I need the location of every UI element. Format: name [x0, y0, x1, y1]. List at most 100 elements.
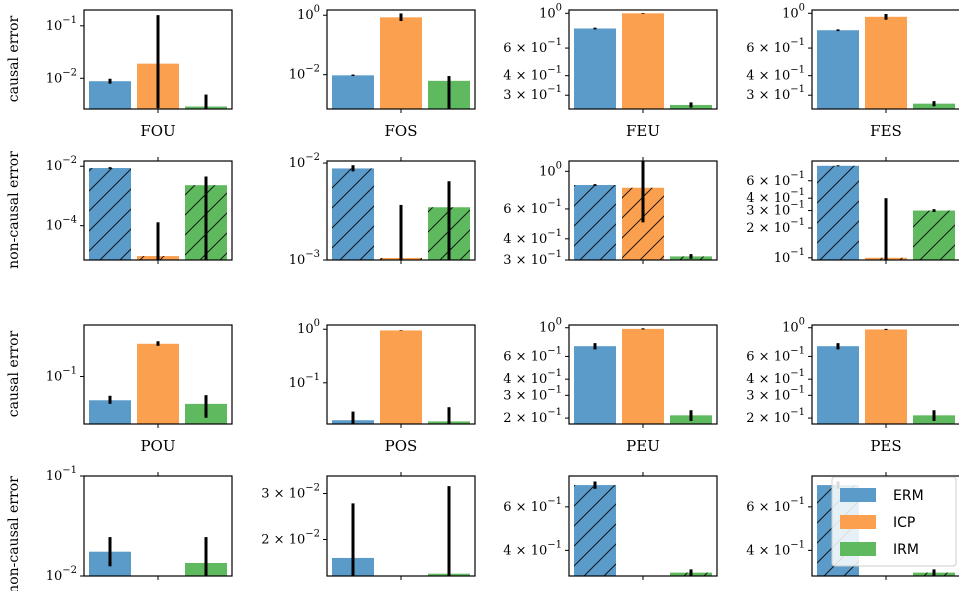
- y-tick-label: 10−4: [46, 214, 77, 233]
- legend-swatch-erm: [840, 488, 876, 502]
- panel-2: 100 6 × 10−1 4 × 10−13 × 10−1 FEU: [503, 2, 718, 140]
- y-tick-label: 4 × 10−1: [746, 64, 805, 83]
- y-tick-label: 6 × 10−1: [746, 495, 805, 514]
- y-tick-label: 4 × 10−1: [746, 539, 805, 558]
- y-tick-label: 4 × 10−1: [503, 227, 562, 246]
- y-tick-label: 3 × 10−1: [746, 84, 805, 103]
- y-tick-label: 10−1: [46, 365, 77, 384]
- bar-hatch-erm: [574, 185, 616, 260]
- bar-icp: [380, 330, 422, 424]
- bar-hatch-erm: [332, 168, 374, 260]
- bar-erm: [574, 346, 616, 424]
- y-tick-label: 3 × 10−1: [503, 249, 562, 268]
- y-tick-label: 10−2: [46, 565, 77, 584]
- panel-10: 100 6 × 10−1 4 × 10−13 × 10−1 2 × 10−1 PEU: [503, 316, 718, 455]
- y-tick-label: 10−2: [46, 155, 77, 174]
- y-tick-label: 3 × 10−1: [746, 384, 805, 403]
- panel-11: 100 6 × 10−1 4 × 10−13 × 10−1 2 × 10−1 PES: [746, 316, 959, 455]
- bar-irm: [913, 103, 955, 109]
- bar-icp: [380, 17, 422, 109]
- panel-1: 100 10−2 FOS: [289, 4, 476, 140]
- y-tick-label: 10−2: [289, 152, 320, 171]
- panel-label: FEU: [626, 122, 660, 140]
- y-tick-label: 3 × 10−1: [503, 384, 562, 403]
- row-label-2: causal error: [6, 330, 22, 417]
- y-tick-label: 100: [539, 316, 562, 335]
- y-tick-label: 3 × 10−1: [746, 199, 805, 218]
- row-label-0: causal error: [6, 15, 22, 102]
- bar-hatch-erm: [574, 485, 616, 576]
- bar-icp: [865, 329, 907, 424]
- y-tick-label: 6 × 10−1: [503, 37, 562, 56]
- panel-label: FES: [870, 122, 902, 140]
- y-tick-label: 100: [539, 160, 562, 179]
- y-tick-label: 10−2: [289, 63, 320, 82]
- bar-icp: [137, 343, 179, 424]
- legend: ERM ICP IRM: [831, 476, 957, 567]
- panel-7: 6 × 10−14 × 10−13 × 10−12 × 10−1 10−1: [746, 157, 959, 265]
- panel-label: FOU: [140, 122, 175, 140]
- bar-erm: [817, 346, 859, 424]
- y-tick-label: 4 × 10−1: [746, 187, 805, 206]
- y-tick-label: 10−1: [46, 465, 77, 484]
- y-tick-label: 6 × 10−1: [503, 345, 562, 364]
- y-tick-label: 2 × 10−1: [746, 216, 805, 235]
- bar-hatch-erm: [817, 165, 859, 260]
- panel-9: 100 10−1 POS: [289, 318, 476, 455]
- y-tick-label: 10−1: [289, 371, 320, 390]
- y-tick-label: 4 × 10−1: [503, 64, 562, 83]
- bar-erm: [89, 400, 131, 424]
- row-labels: causal error non-causal error causal err…: [6, 15, 22, 591]
- y-tick-label: 10−1: [46, 14, 77, 33]
- y-tick-label: 100: [539, 2, 562, 21]
- y-tick-label: 100: [782, 316, 805, 335]
- panel-4: 10−2 10−4: [46, 155, 233, 264]
- panel-12: 10−1 10−2: [46, 465, 233, 584]
- bar-hatch-irm: [913, 210, 955, 260]
- panel-label: PES: [870, 437, 901, 455]
- row-label-3: non-causal error: [6, 476, 22, 591]
- legend-swatch-irm: [840, 542, 876, 556]
- y-tick-label: 6 × 10−1: [746, 37, 805, 56]
- y-tick-label: 6 × 10−1: [746, 169, 805, 188]
- y-tick-label: 100: [782, 2, 805, 21]
- row-label-1: non-causal error: [6, 151, 22, 269]
- legend-label-irm: IRM: [893, 542, 919, 558]
- bar-erm: [817, 30, 859, 109]
- y-tick-label: 6 × 10−1: [503, 495, 562, 514]
- y-tick-label: 10−1: [774, 246, 805, 265]
- legend-label-erm: ERM: [893, 488, 924, 504]
- y-tick-label: 6 × 10−1: [746, 345, 805, 364]
- y-tick-label: 6 × 10−1: [503, 197, 562, 216]
- panel-5: 10−2 10−3: [289, 152, 476, 268]
- y-tick-label: 2 × 10−1: [503, 407, 562, 426]
- y-tick-label: 4 × 10−1: [746, 368, 805, 387]
- bar-erm: [89, 81, 131, 109]
- panel-13: 3 × 10−2 2 × 10−2: [261, 472, 476, 580]
- panel-label: PEU: [626, 437, 660, 455]
- y-tick-label: 4 × 10−1: [503, 539, 562, 558]
- y-tick-label: 2 × 10−1: [746, 407, 805, 426]
- y-tick-label: 3 × 10−1: [503, 84, 562, 103]
- bar-hatch-erm: [89, 168, 131, 260]
- panel-label: FOS: [385, 122, 418, 140]
- y-tick-label: 100: [297, 318, 320, 337]
- y-tick-label: 2 × 10−2: [261, 528, 320, 547]
- panel-label: POS: [385, 437, 418, 455]
- y-tick-label: 10−2: [46, 67, 77, 86]
- panel-3: 100 6 × 10−1 4 × 10−13 × 10−1 FES: [746, 2, 959, 140]
- bar-erm: [332, 75, 374, 109]
- y-tick-label: 4 × 10−1: [503, 368, 562, 387]
- bar-icp: [865, 16, 907, 109]
- y-tick-label: 10−3: [289, 249, 320, 268]
- bar-icp: [622, 328, 664, 424]
- y-tick-label: 100: [297, 4, 320, 23]
- legend-swatch-icp: [840, 515, 876, 529]
- y-tick-label: 3 × 10−2: [261, 482, 320, 501]
- panel-14: 6 × 10−1 4 × 10−1: [503, 472, 718, 580]
- panel-0: 10−1 10−2 FOU: [46, 9, 233, 140]
- legend-label-icp: ICP: [893, 515, 915, 531]
- panel-8: 10−1 POU: [46, 324, 233, 455]
